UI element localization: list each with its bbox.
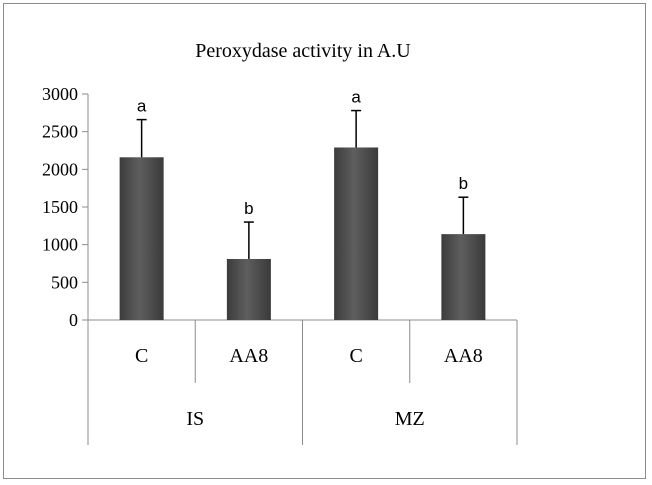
chart-frame [3,3,646,479]
bars: a b a b [119,88,486,320]
category-label: AA8 [229,345,268,367]
bar [334,147,379,320]
y-tick-label: 1000 [42,235,78,255]
axes: 0 500 1000 1500 2000 2500 3000 C AA8 C AA8 IS MZ [42,84,518,445]
chart-title: Peroxydase activity in A.U [195,40,411,62]
bar [441,234,486,320]
y-tick-label: 2500 [42,122,78,142]
bar [226,258,271,320]
group-label: MZ [395,408,425,430]
y-tick-label: 3000 [42,84,78,104]
y-tick-label: 500 [51,272,78,292]
category-label: C [135,345,148,367]
y-tick-label: 0 [69,310,78,330]
significance-letter: a [351,88,361,107]
significance-letter: a [137,97,147,116]
y-tick-label: 2000 [42,159,78,179]
significance-letter: b [459,174,468,193]
significance-letter: b [244,199,253,218]
y-tick-label: 1500 [42,197,78,217]
group-label: IS [186,408,204,430]
category-label: AA8 [444,345,483,367]
bar [119,157,164,320]
category-label: C [349,345,362,367]
